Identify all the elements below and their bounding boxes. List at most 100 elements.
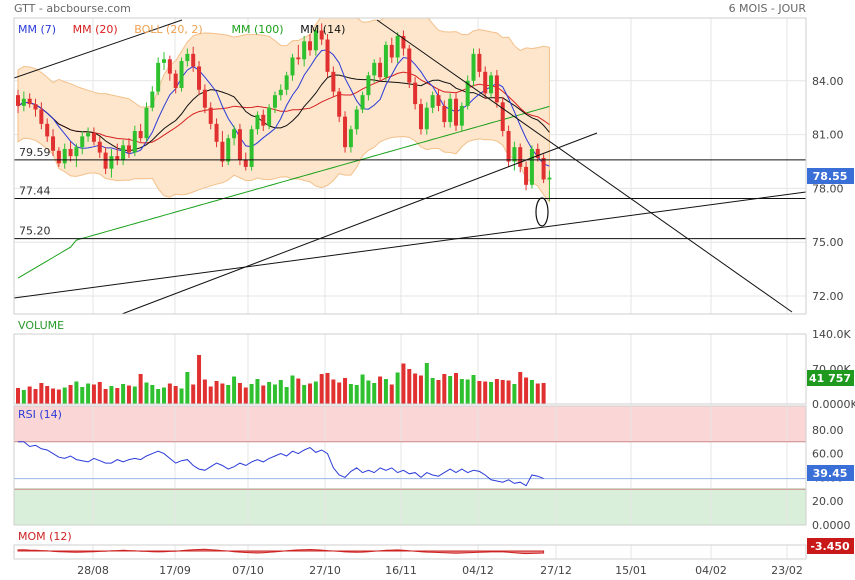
mom-title: MOM (12) — [18, 530, 72, 543]
date-tick-label: 23/02 — [771, 564, 803, 577]
volume-bar — [115, 388, 120, 404]
legend-entry: BOLL (20, 2) — [134, 23, 202, 36]
volume-bar — [278, 380, 283, 404]
last-mom-value: -3.450 — [810, 540, 850, 553]
volume-bar — [109, 386, 114, 404]
candle — [541, 154, 546, 184]
volume-bar — [16, 388, 20, 404]
volume-bar — [56, 389, 61, 404]
candle — [220, 131, 225, 167]
volume-bar — [325, 373, 330, 404]
candle — [74, 143, 79, 167]
candle — [237, 123, 242, 166]
volume-bar — [529, 380, 534, 404]
price-tick-label: 78.00 — [812, 182, 844, 195]
ticker-title: GTT - abcbourse.com — [14, 2, 131, 15]
volume-bar — [512, 384, 517, 404]
volume-bar — [506, 380, 511, 404]
volume-bar — [267, 382, 272, 404]
volume-bar — [226, 385, 231, 404]
rsi-tick-label: 20.00 — [812, 495, 844, 508]
volume-bar — [541, 383, 546, 404]
candle — [284, 71, 289, 96]
candle — [39, 102, 44, 130]
candle — [156, 57, 161, 96]
volume-bar — [430, 378, 435, 404]
volume-bar — [296, 378, 301, 404]
candle — [80, 131, 85, 155]
candle — [261, 109, 266, 132]
volume-bars — [16, 355, 546, 404]
moving-averages — [17, 49, 550, 279]
candle — [535, 143, 540, 162]
volume-bar — [331, 379, 336, 404]
volume-bar — [249, 384, 254, 404]
candle — [483, 66, 488, 99]
candle — [115, 143, 120, 166]
volume-bar — [383, 379, 388, 404]
volume-bar — [454, 373, 458, 404]
period-label: 6 MOIS - JOUR — [729, 2, 807, 15]
candle — [383, 41, 388, 81]
level-label: 79.59 — [19, 146, 51, 159]
level-label: 75.20 — [19, 225, 51, 238]
price-tick-label: 75.00 — [812, 236, 844, 249]
price-tick-label: 81.00 — [812, 129, 844, 142]
candle — [418, 98, 423, 135]
candle — [290, 53, 295, 81]
volume-bar — [407, 369, 412, 404]
candle — [202, 84, 207, 114]
price-tick-label: 84.00 — [812, 75, 844, 88]
candle — [173, 70, 178, 94]
volume-bar — [237, 383, 242, 404]
date-tick-label: 04/02 — [695, 564, 727, 577]
volume-bar — [126, 385, 131, 404]
date-tick-label: 15/01 — [615, 564, 647, 577]
candle — [33, 98, 38, 117]
volume-bar — [167, 383, 172, 404]
volume-bar — [33, 389, 38, 404]
horizontal-levels: 79.59 77.44 75.20 — [14, 146, 806, 240]
date-tick-label: 27/10 — [309, 564, 341, 577]
volume-bar — [378, 376, 383, 404]
volume-bar — [442, 374, 447, 404]
volume-bar — [313, 381, 318, 404]
rsi-tick-label: 80.00 — [812, 424, 844, 437]
candle — [267, 104, 272, 130]
volume-bar — [185, 372, 190, 404]
volume-bar — [424, 363, 429, 404]
trend-line-top-left — [14, 19, 183, 79]
candle — [243, 152, 248, 171]
candle — [214, 118, 219, 148]
volume-bar — [45, 386, 50, 404]
candle — [302, 35, 307, 67]
candle — [372, 59, 377, 83]
volume-title: VOLUME — [18, 319, 64, 332]
volume-bar — [337, 382, 342, 404]
ma-14-line — [17, 74, 550, 152]
candle — [62, 143, 67, 169]
panel-borders — [13, 17, 807, 560]
last-mom-tag: -3.450 — [807, 538, 854, 554]
last-price-value: 78.55 — [813, 170, 848, 183]
volume-bar — [51, 388, 56, 404]
volume-bar — [97, 382, 102, 404]
candle — [91, 127, 96, 146]
candle — [500, 96, 505, 137]
candle — [121, 139, 126, 166]
candle — [459, 102, 464, 132]
volume-bar — [290, 375, 295, 404]
candle — [255, 111, 260, 135]
volume-bar — [162, 387, 166, 404]
candle — [436, 89, 441, 112]
last-rsi-tag: 39.45 — [807, 465, 854, 481]
candle — [448, 93, 453, 128]
candle — [16, 89, 20, 114]
volume-bar — [354, 385, 359, 404]
candle — [296, 44, 301, 65]
volume-bar — [483, 381, 488, 404]
date-tick-label: 07/10 — [232, 564, 264, 577]
volume-bar — [272, 384, 277, 404]
candle — [56, 147, 61, 167]
candle — [512, 141, 517, 171]
